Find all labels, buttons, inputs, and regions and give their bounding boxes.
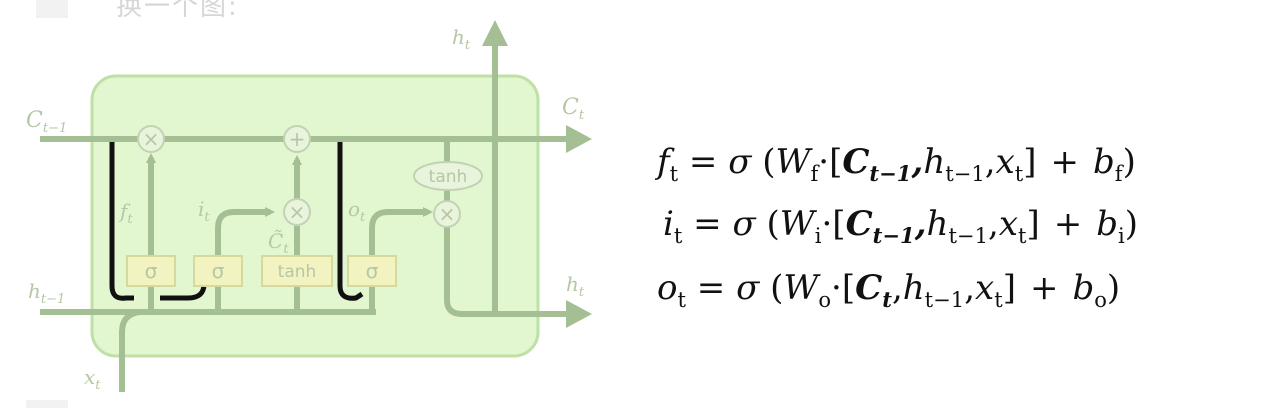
forget-gate-box: σ [126, 255, 176, 287]
x-input-curve [119, 309, 141, 333]
tanh-oval-label: tanh [429, 167, 468, 187]
multiply-symbol: × [289, 200, 306, 224]
footer-block [26, 400, 68, 408]
label-c-prev: Ct−1 [26, 108, 67, 136]
candidate-gate-box: tanh [261, 255, 333, 287]
header-block [36, 0, 68, 18]
add-symbol: + [289, 127, 306, 151]
h-top-arrowhead [482, 20, 508, 46]
input-gate-label: σ [212, 259, 225, 283]
equation-output: ot = σ (Wo·[Ct,ht−1,xt] + bo) [657, 268, 1121, 312]
label-h-prev: ht−1 [28, 279, 65, 307]
add-op: + [283, 125, 311, 153]
h-out-path [444, 226, 566, 317]
peephole-forget [109, 142, 134, 301]
label-c-t: Ct [562, 95, 585, 123]
tanh-oval: tanh [413, 161, 483, 191]
multiply-symbol: × [439, 202, 456, 226]
label-x-t: xt [84, 365, 101, 393]
header-text: 换一个图: [116, 0, 239, 22]
cell-state-arrowhead [566, 125, 592, 153]
input-gate-box: σ [193, 255, 243, 287]
output-multiply-op: × [433, 200, 461, 228]
label-h-t-right: ht [566, 272, 585, 300]
input-multiply-op: × [283, 198, 311, 226]
multiply-symbol: × [143, 127, 160, 151]
h-out-arrowhead [566, 300, 592, 328]
peephole-output [337, 142, 364, 301]
equation-forget: ft = σ (Wf·[Ct−1,ht−1,xt] + bf) [657, 142, 1136, 186]
forget-multiply-op: × [137, 125, 165, 153]
candidate-gate-label: tanh [278, 262, 317, 282]
output-gate-path [369, 207, 433, 312]
input-gate-path [215, 207, 275, 312]
label-h-top: ht [452, 25, 471, 53]
output-gate-box: σ [347, 255, 397, 287]
forget-gate-label: σ [145, 259, 158, 283]
equation-input: it = σ (Wi·[Ct−1,ht−1,xt] + bi) [663, 204, 1139, 248]
lstm-peephole-diagram: × + × × tanh σ σ tanh σ ht Ct−1 Ct ht−1 … [26, 20, 592, 393]
output-gate-label: σ [366, 259, 379, 283]
